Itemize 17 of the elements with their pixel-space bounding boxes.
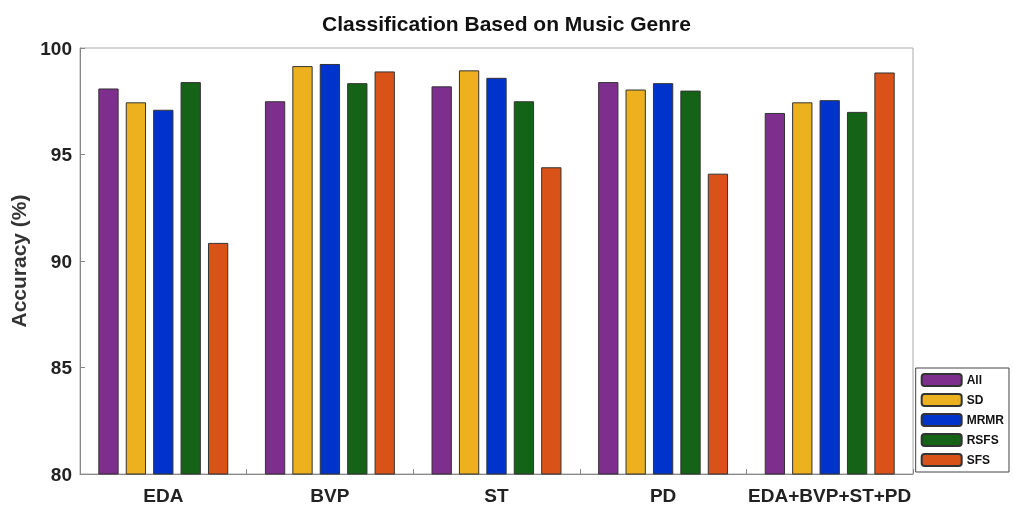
y-tick-label: 85 bbox=[50, 357, 73, 378]
x-tick-label: PD bbox=[649, 485, 677, 506]
x-tick-label: ST bbox=[484, 485, 510, 506]
legend-label: All bbox=[966, 373, 983, 387]
x-tick-label: EDA bbox=[143, 485, 184, 506]
legend-label: SD bbox=[966, 393, 984, 407]
y-tick-label: 90 bbox=[50, 250, 72, 272]
y-tick-label: 95 bbox=[50, 144, 73, 165]
chart-title: Classification Based on Music Genre bbox=[322, 12, 691, 35]
x-tick-label: BVP bbox=[310, 485, 350, 506]
y-axis-title: Accuracy (%) bbox=[7, 194, 31, 328]
y-tick-label: 100 bbox=[40, 37, 72, 59]
legend-label: RSFS bbox=[966, 433, 999, 447]
x-tick-label: EDA+BVP+ST+PD bbox=[748, 485, 912, 506]
legend-label: SFS bbox=[966, 453, 991, 467]
legend-label: MRMR bbox=[966, 413, 1005, 427]
y-tick-label: 80 bbox=[50, 463, 72, 485]
